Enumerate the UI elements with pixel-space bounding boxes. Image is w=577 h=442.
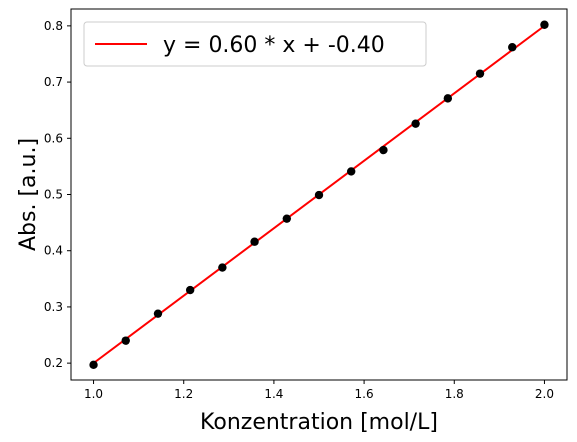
- data-point: [443, 94, 453, 103]
- data-point: [89, 360, 98, 370]
- x-tick-label: 1.0: [84, 387, 103, 401]
- legend-box: [83, 21, 427, 67]
- y-axis-title: Abs. [a.u.]: [16, 138, 41, 251]
- y-tick-label: 0.3: [44, 300, 63, 314]
- x-axis: 1.0 1.2 1.4 1.6 1.8 2.0: [84, 380, 554, 401]
- plot-marks: [89, 20, 549, 370]
- data-point: [282, 214, 292, 223]
- data-point: [185, 285, 195, 295]
- y-tick-label: 0.4: [44, 244, 63, 258]
- data-point: [346, 167, 356, 176]
- x-tick-label: 1.6: [355, 387, 374, 401]
- x-tick-label: 1.8: [445, 387, 464, 401]
- data-point: [508, 43, 517, 52]
- data-point: [250, 237, 259, 246]
- data-point: [379, 145, 388, 155]
- data-point: [411, 119, 420, 128]
- y-axis: 0.2 0.3 0.4 0.5 0.6 0.7 0.8: [44, 19, 71, 370]
- y-tick-label: 0.7: [44, 75, 63, 89]
- data-point: [540, 20, 549, 29]
- x-axis-title: Konzentration [mol/L]: [200, 410, 438, 435]
- data-point: [314, 190, 324, 200]
- legend: y = 0.60 * x + -0.40: [83, 21, 427, 67]
- x-tick-label: 2.0: [535, 387, 554, 401]
- y-tick-label: 0.5: [44, 188, 63, 202]
- data-point: [153, 309, 163, 318]
- x-tick-label: 1.2: [174, 387, 193, 401]
- y-tick-label: 0.8: [44, 19, 63, 33]
- x-tick-label: 1.4: [264, 387, 283, 401]
- y-tick-label: 0.2: [44, 356, 63, 370]
- legend-label-fit-line: y = 0.60 * x + -0.40: [163, 33, 385, 58]
- y-tick-label: 0.6: [44, 131, 63, 145]
- data-point: [121, 336, 130, 345]
- data-point: [218, 263, 227, 272]
- data-point: [475, 69, 485, 78]
